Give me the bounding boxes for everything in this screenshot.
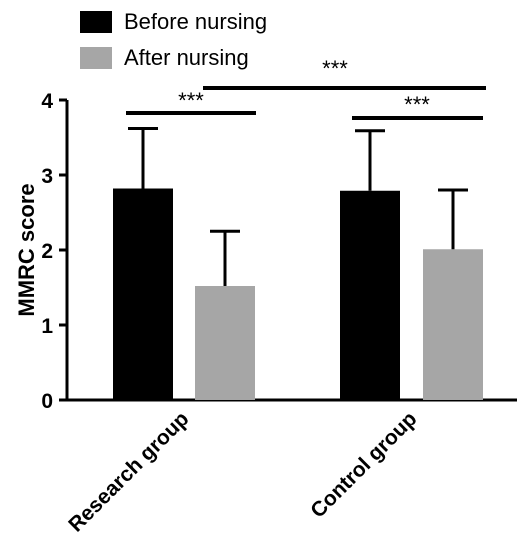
- bar-after-0: [195, 286, 255, 400]
- x-tick-label-0: Research group: [64, 407, 193, 536]
- y-tick-label-3: 3: [41, 165, 53, 188]
- y-tick-label-2: 2: [41, 240, 53, 263]
- y-tick-label-4: 4: [41, 90, 53, 113]
- legend-swatch-before: [80, 11, 112, 33]
- y-tick-label-0: 0: [41, 390, 53, 413]
- y-axis-title: MMRC score: [14, 183, 39, 316]
- bar-before-1: [340, 190, 400, 400]
- legend: Before nursing After nursing: [80, 4, 267, 76]
- significance-label-1: ***: [404, 92, 430, 117]
- legend-label-before: Before nursing: [124, 9, 268, 34]
- x-tick-label-1: Control group: [306, 407, 421, 522]
- bar-before-0: [113, 188, 173, 400]
- legend-item-before: Before nursing: [80, 4, 267, 40]
- legend-label-after: After nursing: [124, 45, 249, 70]
- significance-label-2: ***: [322, 56, 348, 81]
- legend-item-after: After nursing: [80, 40, 267, 76]
- significance-label-0: ***: [178, 88, 204, 113]
- legend-swatch-after: [80, 47, 112, 69]
- y-tick-label-1: 1: [41, 315, 53, 338]
- bar-after-1: [423, 249, 483, 400]
